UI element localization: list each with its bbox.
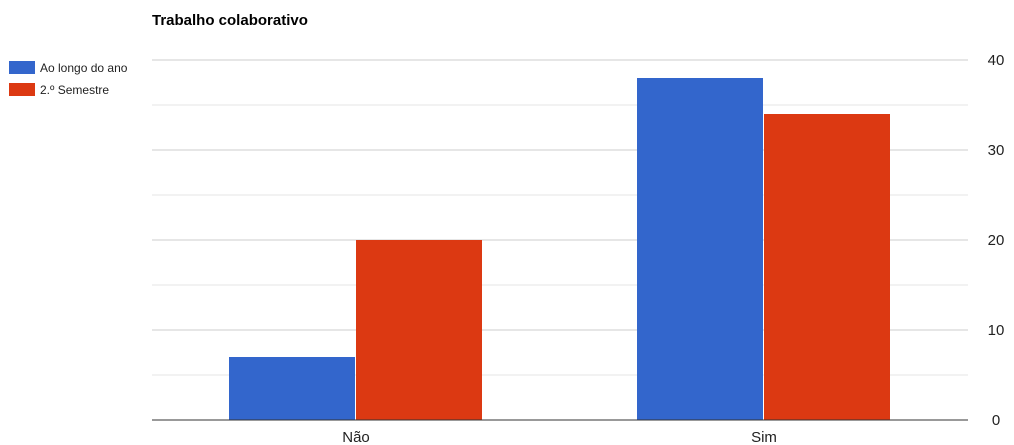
legend-label: Ao longo do ano [40,61,128,75]
legend: Ao longo do ano 2.º Semestre [9,61,128,97]
legend-swatch [9,61,35,74]
y-tick-label: 0 [992,412,1000,429]
gridlines [152,59,968,376]
bar-series1-1 [637,78,763,420]
y-tick-label: 40 [988,52,1005,69]
legend-label: 2.º Semestre [40,83,109,97]
y-tick-label: 30 [988,142,1005,159]
y-tick-label: 20 [988,232,1005,249]
legend-swatch [9,83,35,96]
bar-series2-0 [356,240,482,420]
y-tick-label: 10 [988,322,1005,339]
bar-series2-1 [764,114,890,420]
x-axis-categories: Não Sim [342,429,777,445]
x-category-label: Não [342,429,370,445]
chart-title: Trabalho colaborativo [152,12,308,29]
bars [229,78,890,420]
y-axis-ticks: 0 10 20 30 40 [988,52,1005,429]
bar-series1-0 [229,357,355,420]
x-category-label: Sim [751,429,777,445]
